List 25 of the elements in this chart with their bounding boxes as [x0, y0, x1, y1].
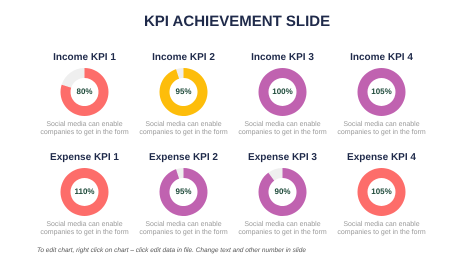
donut-slice — [160, 168, 208, 216]
text: 100% — [272, 87, 293, 96]
donut-slice — [258, 168, 306, 216]
donut-slice — [268, 168, 282, 181]
donut-slice — [176, 168, 184, 179]
text: 90% — [274, 187, 291, 196]
donut-slice — [62, 68, 84, 88]
chart-title: Income KPI 3 — [251, 52, 314, 63]
text: 80% — [76, 87, 93, 96]
donut-slice — [176, 68, 184, 79]
chart-title: Income KPI 4 — [350, 52, 414, 63]
chart-title: Expense KPI 2 — [149, 152, 218, 163]
text: 105% — [371, 187, 392, 196]
chart-title: Income KPI 1 — [53, 52, 116, 63]
text: KPI ACHIEVEMENT SLIDE — [144, 13, 330, 30]
text: 95% — [175, 87, 192, 96]
donut-slice — [60, 68, 108, 116]
text: 110% — [74, 187, 95, 196]
chart-title: Income KPI 2 — [152, 52, 216, 63]
chart-title: Expense KPI 3 — [248, 152, 318, 163]
text: 95% — [175, 187, 192, 196]
chart-title: Expense KPI 4 — [347, 152, 416, 163]
donut-slice — [160, 68, 208, 116]
chart-title: Expense KPI 1 — [50, 152, 120, 163]
text: 105% — [371, 87, 392, 96]
